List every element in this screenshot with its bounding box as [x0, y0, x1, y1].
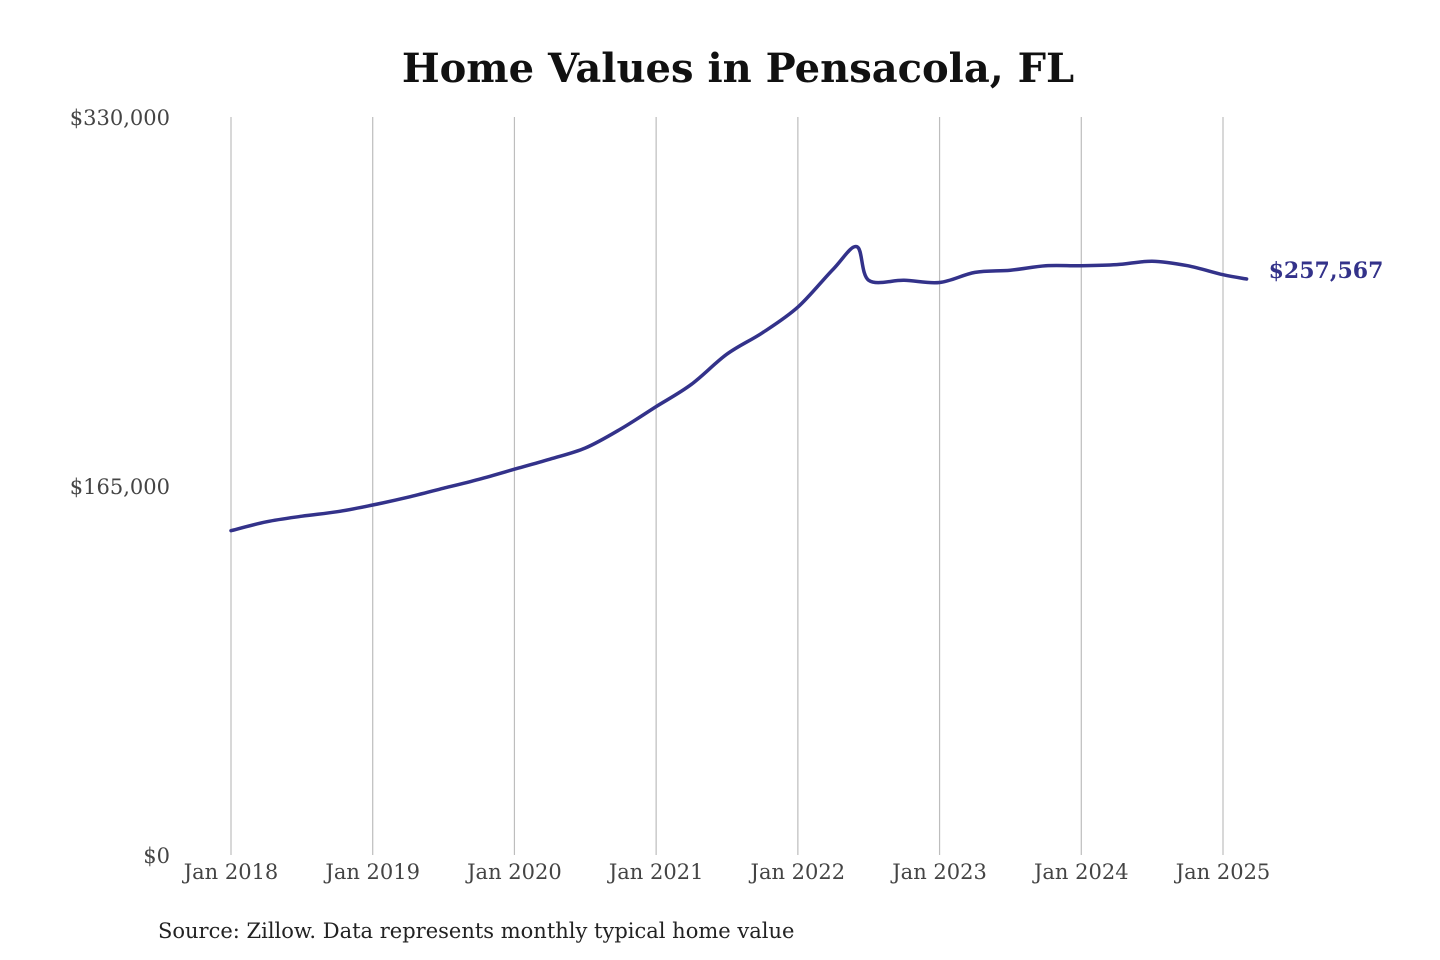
- series-line: [229, 244, 1249, 533]
- x-tick-label: Jan 2022: [749, 860, 846, 884]
- y-axis-ticks: $0 $165,000 $330,000: [70, 106, 170, 868]
- x-tick-label: Jan 2021: [607, 860, 704, 884]
- grid-lines: [230, 117, 1224, 855]
- x-tick-label: Jan 2023: [890, 860, 987, 884]
- y-tick-label: $0: [143, 844, 170, 868]
- source-note: Source: Zillow. Data represents monthly …: [158, 919, 794, 943]
- x-tick-label: Jan 2024: [1032, 860, 1129, 884]
- x-tick-label: Jan 2018: [182, 860, 279, 884]
- x-axis-ticks: Jan 2018 Jan 2019 Jan 2020 Jan 2021 Jan 2022…: [182, 860, 1271, 884]
- y-tick-label: $165,000: [70, 475, 170, 499]
- end-value-label: $257,567: [1269, 258, 1384, 284]
- chart-title: Home Values in Pensacola, FL: [402, 45, 1074, 92]
- x-tick-label: Jan 2025: [1174, 860, 1271, 884]
- x-tick-label: Jan 2020: [465, 860, 562, 884]
- y-tick-label: $330,000: [70, 106, 170, 130]
- x-tick-label: Jan 2019: [323, 860, 420, 884]
